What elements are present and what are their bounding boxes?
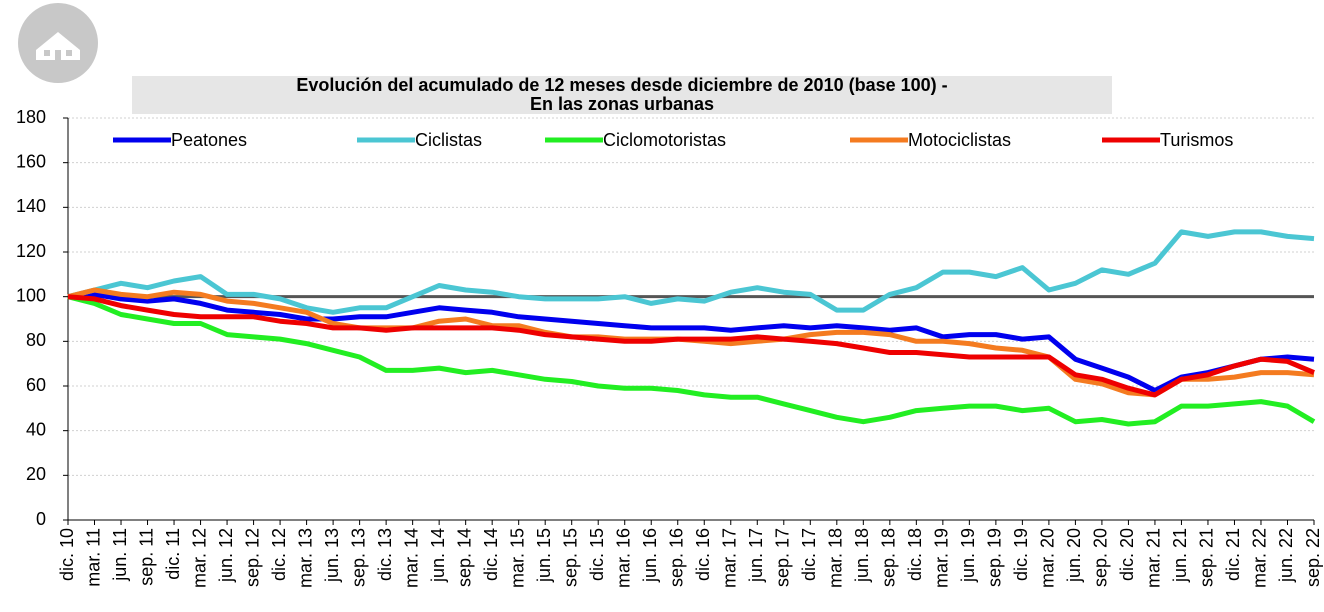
- x-tick-label: jun. 11: [110, 528, 130, 582]
- x-tick-label: mar. 15: [507, 528, 527, 588]
- x-tick-label: mar. 13: [295, 528, 315, 588]
- line: [67, 294, 1316, 427]
- x-tick-label: jun. 20: [1064, 528, 1084, 583]
- line: [67, 229, 1315, 315]
- x-tick-label: mar. 19: [932, 528, 952, 588]
- x-tick-label: jun. 14: [428, 528, 448, 583]
- x-tick-label: dic. 15: [587, 528, 607, 581]
- x-tick-label: jun. 15: [534, 528, 554, 583]
- icon: [18, 3, 98, 83]
- y-tick-label: 140: [16, 196, 46, 216]
- x-tick-label: dic. 16: [693, 528, 713, 581]
- x-tick-label: jun. 17: [746, 528, 766, 583]
- x-tick-label: mar. 11: [83, 528, 103, 587]
- x-tick-label: jun. 18: [852, 528, 872, 583]
- x-tick-label: sep. 12: [242, 528, 262, 587]
- x-tick-label: sep. 14: [454, 528, 474, 587]
- y-tick-label: 180: [16, 107, 46, 127]
- x-tick-label: sep. 20: [1091, 528, 1111, 587]
- title-box: [132, 76, 1112, 114]
- x-tick-label: sep. 19: [985, 528, 1005, 587]
- x-tick-label: mar. 20: [1038, 528, 1058, 588]
- x-tick-label: sep. 16: [666, 528, 686, 587]
- y-tick-label: 0: [36, 509, 46, 529]
- x-tick-label: sep. 18: [879, 528, 899, 587]
- x-tick-label: dic. 12: [269, 528, 289, 581]
- x-tick-label: jun. 16: [640, 528, 660, 583]
- legend-label: Ciclistas: [415, 130, 482, 150]
- x-tick-label: sep. 13: [348, 528, 368, 587]
- chart-title: Evolución del acumulado de 12 meses desd…: [296, 75, 947, 95]
- x-tick-label: dic. 14: [481, 528, 501, 581]
- x-tick-label: dic. 21: [1223, 528, 1243, 581]
- x-tick-label: dic. 19: [1011, 528, 1031, 581]
- y-tick-label: 80: [26, 330, 46, 350]
- y-tick-label: 160: [16, 151, 46, 171]
- legend-label: Peatones: [171, 130, 247, 150]
- x-tick-label: jun. 22: [1276, 528, 1296, 583]
- x-tick-label: mar. 22: [1250, 528, 1270, 588]
- x-tick-label: jun. 19: [958, 528, 978, 583]
- x-tick-label: dic. 20: [1117, 528, 1137, 581]
- legend-label: Ciclomotoristas: [603, 130, 726, 150]
- y-tick-label: 100: [16, 285, 46, 305]
- x-tick-label: jun. 13: [322, 528, 342, 583]
- x-tick-label: dic. 17: [799, 528, 819, 581]
- x-tick-label: mar. 14: [401, 528, 421, 588]
- y-tick-label: 40: [26, 419, 46, 439]
- x-tick-label: mar. 18: [826, 528, 846, 588]
- x-tick-label: sep. 22: [1303, 528, 1323, 587]
- y-tick-label: 120: [16, 241, 46, 261]
- legend-label: Motociclistas: [908, 130, 1011, 150]
- x-tick-label: mar. 12: [189, 528, 209, 588]
- x-tick-label: mar. 17: [720, 528, 740, 588]
- chart-title: En las zonas urbanas: [530, 94, 714, 114]
- x-tick-label: sep. 11: [136, 528, 156, 586]
- x-tick-label: mar. 21: [1144, 528, 1164, 588]
- x-tick-label: dic. 10: [57, 528, 77, 581]
- line: [67, 291, 1315, 393]
- y-tick-label: 20: [26, 464, 46, 484]
- x-tick-label: jun. 21: [1170, 528, 1190, 583]
- x-tick-label: dic. 11: [163, 528, 183, 580]
- x-tick-label: dic. 18: [905, 528, 925, 581]
- x-tick-label: dic. 13: [375, 528, 395, 581]
- x-tick-label: mar. 16: [613, 528, 633, 588]
- x-tick-label: jun. 12: [216, 528, 236, 583]
- x-tick-label: sep. 21: [1197, 528, 1217, 587]
- x-tick-label: sep. 15: [560, 528, 580, 587]
- line: [67, 294, 1315, 398]
- x-tick-label: sep. 17: [773, 528, 793, 587]
- y-tick-label: 60: [26, 375, 46, 395]
- legend-label: Turismos: [1160, 130, 1233, 150]
